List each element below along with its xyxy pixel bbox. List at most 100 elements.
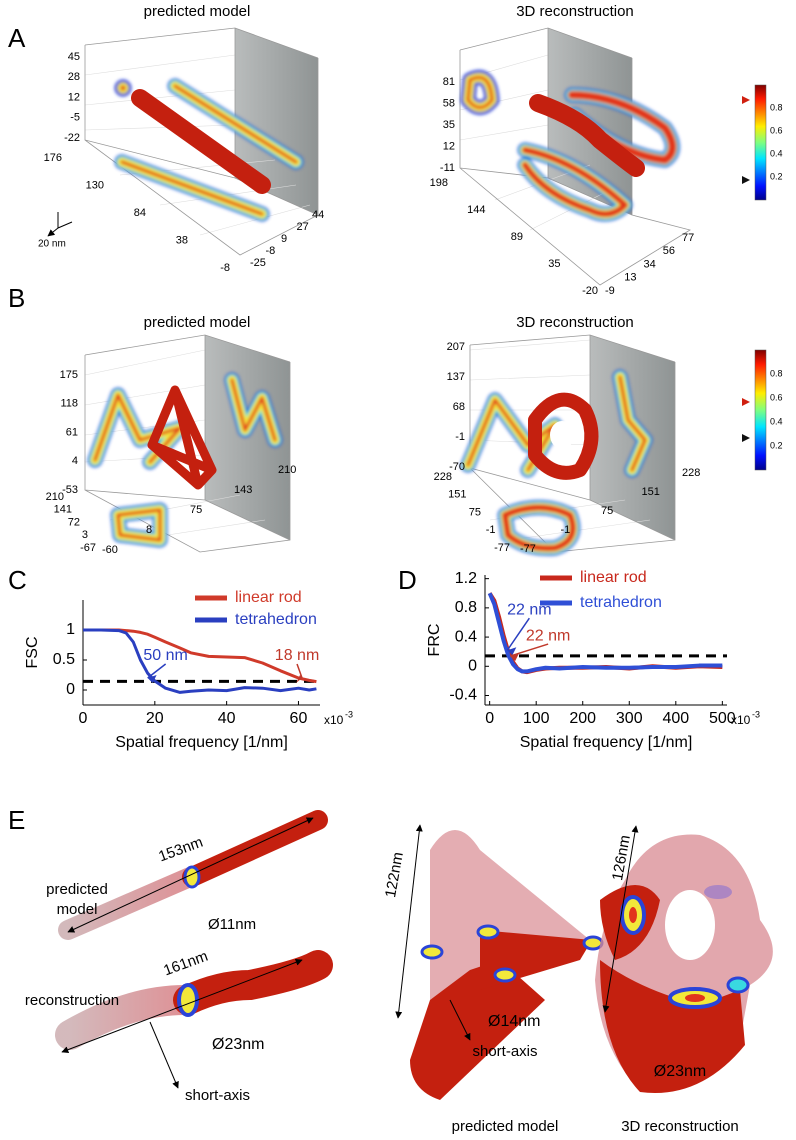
- tick-label: 207: [447, 341, 465, 353]
- colorbar-marker: [742, 434, 750, 442]
- x-scale-exponent: -3: [752, 709, 760, 719]
- tick-label: 84: [134, 207, 146, 219]
- x-scale-exponent: -3: [345, 709, 353, 719]
- diameter-label: Ø11nm: [208, 916, 256, 933]
- tick-label: 28: [68, 71, 80, 83]
- tick-label: -20: [582, 285, 598, 297]
- y-axis-label: FRC: [426, 624, 443, 657]
- series-line: [83, 628, 317, 694]
- y-tick-label: 0.4: [455, 628, 477, 645]
- annotation-arrowhead: [510, 653, 520, 662]
- tick-label: 151: [642, 486, 660, 498]
- annotation-arrowhead: [147, 675, 157, 683]
- x-tick-label: 0: [79, 710, 88, 727]
- tick-label: 89: [511, 231, 523, 243]
- colorbar-tick-label: 0.2: [770, 440, 783, 450]
- axis-label: short-axis: [472, 1043, 537, 1060]
- x-axis-label: Spatial frequency [1/nm]: [520, 734, 693, 751]
- annotation-arrow: [296, 663, 303, 679]
- tick-label: 228: [682, 467, 700, 479]
- tick-label: 27: [297, 221, 309, 233]
- diameter-label: Ø14nm: [488, 1013, 540, 1030]
- tick-label: -70: [449, 461, 465, 473]
- series-line: [487, 592, 723, 674]
- colorbar-tick-label: 0.8: [770, 368, 783, 378]
- subplot-title: predicted model: [144, 314, 251, 331]
- tick-label: -25: [250, 257, 266, 269]
- diameter-label: Ø23nm: [212, 1036, 264, 1053]
- tick-label: 175: [60, 369, 78, 381]
- tick-label: 44: [312, 209, 324, 221]
- box-3d: [459, 27, 692, 286]
- tick-label: 34: [644, 258, 656, 270]
- tick-label: -8: [220, 262, 230, 274]
- rod-reconstruction: [55, 950, 333, 1089]
- scale-label: 20 nm: [38, 239, 66, 250]
- subplot-title: predicted model: [144, 3, 251, 20]
- x-tick-label: 40: [218, 710, 236, 727]
- x-axis-label: Spatial frequency [1/nm]: [115, 734, 288, 751]
- tick-label: 61: [66, 426, 78, 438]
- annotation-label: 50 nm: [143, 647, 187, 664]
- tick-label: 13: [624, 272, 636, 284]
- legend-label: tetrahedron: [580, 594, 662, 611]
- annotation-label: 22 nm: [507, 601, 551, 618]
- tick-label: -53: [62, 484, 78, 496]
- x-tick-label: 20: [146, 710, 164, 727]
- panel-label: C: [8, 565, 27, 595]
- y-axis-label: FSC: [24, 637, 41, 669]
- length-label: 122nm: [382, 851, 407, 899]
- tick-label: 8: [146, 524, 152, 536]
- panel-label: D: [398, 565, 417, 595]
- caption: 3D reconstruction: [621, 1118, 739, 1135]
- diameter-label: Ø23nm: [654, 1063, 706, 1080]
- colorbar-tick-label: 0.2: [770, 171, 783, 181]
- rod-model: [58, 810, 328, 940]
- annotation-arrowhead: [507, 647, 517, 656]
- tick-label: 4: [72, 455, 78, 467]
- tick-label: 137: [447, 371, 465, 383]
- rod-label: model: [57, 901, 98, 918]
- colorbar-tick-label: 0.8: [770, 102, 783, 112]
- rod-label: predicted: [46, 881, 108, 898]
- axis-label: short-axis: [185, 1087, 250, 1104]
- tick-label: -9: [605, 285, 615, 297]
- tick-label: 210: [278, 464, 296, 476]
- caption: predicted model: [452, 1118, 559, 1135]
- tick-label: 68: [453, 401, 465, 413]
- annotation-arrow: [506, 617, 530, 651]
- annotation-label: 18 nm: [275, 647, 319, 664]
- x-scale-label: x10: [731, 713, 751, 727]
- length-label: 161nm: [161, 948, 210, 980]
- tick-label: -1: [561, 524, 571, 536]
- tick-label: 210: [46, 491, 64, 503]
- tick-label: -11: [440, 162, 455, 174]
- colorbar-tick-label: 0.6: [770, 125, 783, 135]
- y-tick-label: 0.5: [53, 651, 75, 668]
- tick-label: 118: [60, 398, 78, 410]
- x-tick-label: 100: [523, 710, 550, 727]
- tick-label: 198: [430, 177, 448, 189]
- tick-label: 58: [443, 97, 455, 109]
- axis-indicator: [48, 212, 73, 236]
- box-3d: [468, 334, 676, 552]
- x-tick-label: 300: [616, 710, 643, 727]
- tetra-reconstruction: [595, 825, 773, 1094]
- colorbar-marker: [742, 96, 750, 104]
- tick-label: 75: [190, 504, 202, 516]
- legend-label: linear rod: [235, 589, 302, 606]
- tick-label: 228: [434, 471, 452, 483]
- panel-label: A: [8, 23, 26, 53]
- subplot-title: 3D reconstruction: [516, 314, 634, 331]
- length-label: 153nm: [156, 834, 205, 866]
- annotation-arrowhead: [296, 675, 303, 683]
- tetra-model: [395, 824, 604, 1100]
- box-3d: [84, 334, 291, 553]
- annotation-arrow: [147, 663, 167, 679]
- tick-label: -77: [520, 543, 536, 555]
- tick-label: 151: [448, 489, 466, 501]
- series-line: [83, 628, 317, 684]
- tick-label: 144: [467, 204, 485, 216]
- legend-label: tetrahedron: [235, 611, 317, 628]
